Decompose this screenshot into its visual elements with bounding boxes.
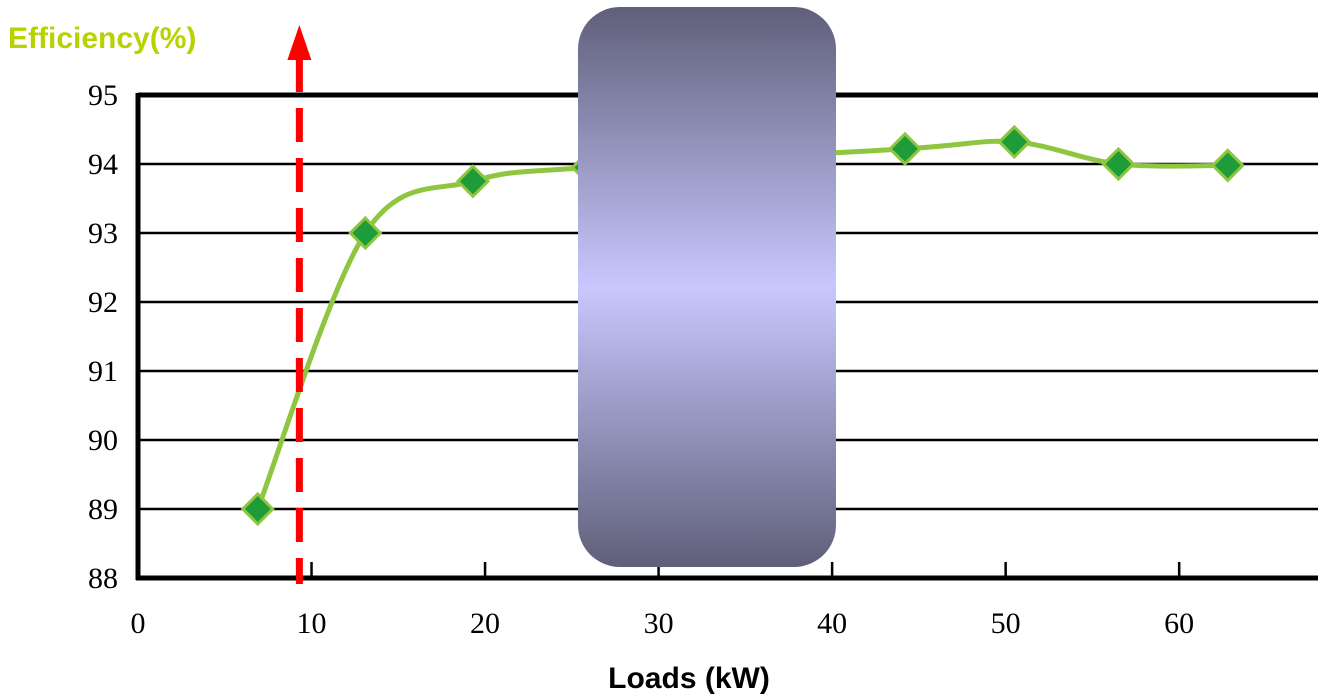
x-axis-ticks: 0 10 20 30 40 50 60 [131,562,1194,640]
data-point-marker [240,491,275,527]
data-point-marker [455,164,491,199]
data-point-marker [887,131,923,166]
data-point-marker [1210,148,1245,183]
x-tick-label: 50 [991,607,1021,640]
y-tick-label: 91 [88,355,118,388]
occluding-box [578,7,836,567]
y-tick-label: 94 [88,148,118,181]
y-tick-label: 89 [88,493,118,526]
annotation-arrow [287,25,312,584]
y-tick-label: 90 [88,424,118,457]
data-point-marker [348,215,383,251]
x-axis-label: Loads (kW) [608,662,770,695]
y-axis-label: Efficiency(%) [8,22,196,55]
y-tick-label: 93 [88,217,118,250]
x-tick-label: 40 [817,607,847,640]
x-tick-label: 60 [1164,607,1194,640]
x-tick-label: 30 [644,607,674,640]
x-tick-label: 20 [470,607,500,640]
y-axis-ticks: 88 89 90 91 92 93 94 95 [88,79,118,595]
arrow-head [287,25,312,60]
y-tick-label: 92 [88,286,118,319]
x-tick-label: 10 [297,607,327,640]
y-tick-label: 88 [88,562,118,595]
data-point-marker [997,124,1032,160]
x-tick-label: 0 [131,607,146,640]
data-point-marker [1101,146,1136,182]
y-tick-label: 95 [88,79,118,112]
